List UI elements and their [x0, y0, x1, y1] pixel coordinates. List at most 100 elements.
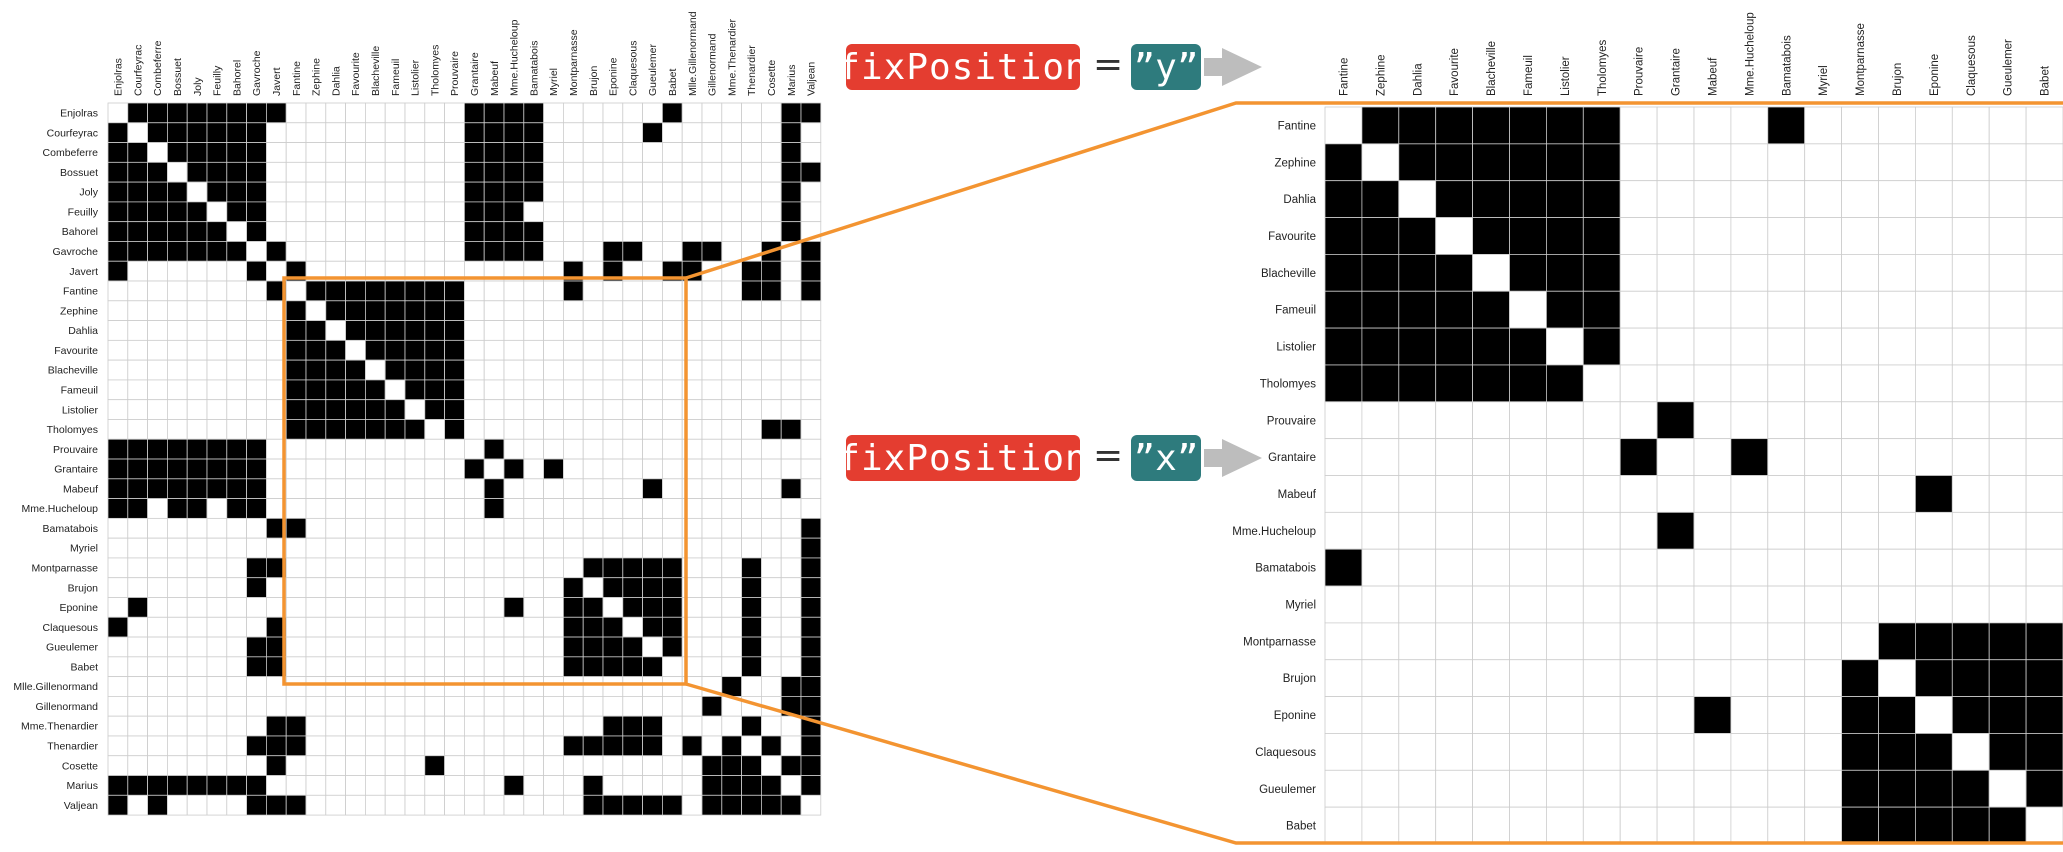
- matrix-cell-empty: [642, 537, 663, 559]
- matrix-cell-empty: [800, 142, 822, 163]
- matrix-cell-filled: [582, 794, 604, 816]
- matrix-cell-empty: [1472, 733, 1510, 771]
- column-label: Feuilly: [212, 65, 224, 96]
- matrix-cell-filled: [246, 161, 267, 183]
- matrix-cell-filled: [206, 102, 228, 124]
- matrix-cell-empty: [1730, 253, 1769, 292]
- matrix-cell-filled: [364, 379, 386, 401]
- matrix-cell-empty: [364, 616, 386, 638]
- matrix-cell-empty: [186, 260, 208, 282]
- matrix-cell-empty: [1767, 253, 1806, 292]
- matrix-cell-empty: [543, 735, 564, 757]
- matrix-cell-empty: [1841, 511, 1879, 550]
- matrix-cell-empty: [503, 696, 525, 717]
- matrix-cell-empty: [364, 221, 386, 242]
- matrix-cell-empty: [1656, 327, 1695, 366]
- matrix-cell-filled: [582, 597, 604, 618]
- matrix-cell-filled: [582, 636, 604, 658]
- matrix-cell-empty: [1693, 511, 1732, 550]
- matrix-cell-empty: [563, 438, 584, 460]
- matrix-cell-filled: [206, 775, 228, 796]
- matrix-cell-empty: [404, 498, 426, 519]
- matrix-cell-empty: [226, 696, 248, 717]
- matrix-cell-filled: [662, 794, 683, 816]
- matrix-cell-empty: [761, 478, 782, 500]
- matrix-cell-filled: [2025, 769, 2063, 808]
- matrix-cell-filled: [503, 122, 525, 143]
- matrix-cell-empty: [1472, 548, 1510, 587]
- matrix-cell-filled: [444, 280, 465, 302]
- matrix-cell-empty: [681, 696, 703, 717]
- matrix-cell-empty: [107, 636, 129, 658]
- matrix-cell-empty: [483, 320, 505, 341]
- column-label: Favourite: [1449, 48, 1461, 96]
- matrix-cell-filled: [444, 339, 465, 361]
- row-label: Favourite: [54, 345, 98, 357]
- matrix-cell-empty: [305, 735, 327, 757]
- matrix-cell-empty: [147, 715, 168, 737]
- matrix-cell-empty: [206, 339, 228, 361]
- matrix-cell-filled: [1509, 253, 1547, 292]
- column-label: Montparnasse: [568, 29, 580, 96]
- matrix-cell-empty: [404, 656, 426, 678]
- matrix-cell-empty: [602, 775, 624, 796]
- matrix-cell-filled: [642, 656, 663, 678]
- matrix-cell-empty: [602, 458, 624, 480]
- matrix-cell-empty: [424, 794, 445, 816]
- matrix-cell-empty: [186, 419, 208, 440]
- matrix-cell-empty: [1324, 769, 1363, 808]
- matrix-cell-empty: [662, 201, 683, 223]
- matrix-cell-empty: [1546, 327, 1584, 366]
- matrix-cell-empty: [444, 636, 465, 658]
- matrix-cell-empty: [1472, 659, 1510, 697]
- matrix-cell-empty: [1398, 548, 1437, 587]
- matrix-cell-empty: [1435, 475, 1473, 513]
- matrix-cell-empty: [563, 498, 584, 519]
- matrix-cell-filled: [444, 359, 465, 381]
- matrix-cell-filled: [166, 458, 188, 480]
- matrix-cell-filled: [800, 517, 822, 539]
- matrix-cell-filled: [1435, 180, 1473, 218]
- matrix-cell-filled: [1398, 106, 1437, 145]
- matrix-cell-filled: [364, 339, 386, 361]
- matrix-cell-empty: [305, 755, 327, 776]
- matrix-cell-empty: [741, 339, 762, 361]
- matrix-cell-empty: [1582, 364, 1621, 403]
- matrix-cell-empty: [1582, 585, 1621, 624]
- matrix-cell-empty: [1324, 696, 1363, 734]
- matrix-cell-filled: [166, 498, 188, 519]
- matrix-cell-empty: [1656, 806, 1695, 845]
- matrix-cell-empty: [1730, 806, 1769, 845]
- matrix-cell-empty: [1878, 548, 1916, 587]
- matrix-cell-empty: [582, 181, 604, 203]
- matrix-cell-filled: [147, 181, 168, 203]
- matrix-cell-filled: [305, 320, 327, 341]
- matrix-cell-empty: [364, 755, 386, 776]
- matrix-cell-empty: [246, 676, 267, 697]
- matrix-cell-empty: [721, 379, 742, 401]
- matrix-cell-filled: [721, 755, 742, 776]
- matrix-cell-empty: [404, 142, 426, 163]
- matrix-cell-empty: [602, 399, 624, 420]
- matrix-cell-empty: [642, 280, 663, 302]
- matrix-cell-empty: [622, 517, 643, 539]
- matrix-cell-empty: [622, 359, 643, 381]
- matrix-cell-filled: [503, 201, 525, 223]
- matrix-cell-filled: [1878, 806, 1916, 845]
- matrix-cell-filled: [404, 320, 426, 341]
- equals-sign: =: [1093, 435, 1124, 476]
- matrix-cell-filled: [1951, 806, 1990, 845]
- matrix-cell-empty: [107, 696, 129, 717]
- matrix-cell-empty: [1915, 217, 1953, 255]
- matrix-cell-empty: [1693, 401, 1732, 440]
- matrix-cell-empty: [1435, 806, 1473, 845]
- matrix-cell-empty: [721, 181, 742, 203]
- row-label: Bossuet: [60, 167, 98, 179]
- matrix-cell-empty: [206, 399, 228, 420]
- matrix-cell-empty: [800, 458, 822, 480]
- matrix-cell-empty: [384, 379, 406, 401]
- matrix-cell-empty: [384, 557, 406, 579]
- matrix-cell-empty: [463, 478, 485, 500]
- matrix-cell-empty: [1398, 696, 1437, 734]
- matrix-cell-empty: [701, 537, 723, 559]
